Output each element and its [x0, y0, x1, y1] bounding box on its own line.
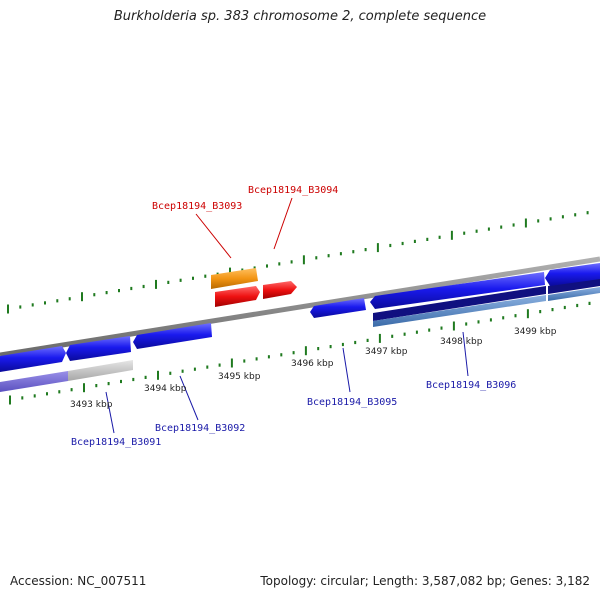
track-segment-purple[interactable] — [0, 371, 68, 392]
track-segment-silver[interactable] — [68, 360, 133, 381]
gene-arrow-b3091[interactable] — [0, 346, 66, 372]
kbp-label-3495: 3495 kbp — [218, 372, 261, 382]
gene-label-b3094[interactable]: Bcep18194_B3094 — [248, 185, 338, 196]
gene-arrow-b3095[interactable] — [310, 298, 366, 318]
map-title: Burkholderia sp. 383 chromosome 2, compl… — [113, 9, 487, 24]
track-segment-navy[interactable] — [373, 286, 546, 321]
gene-label-b3096[interactable]: Bcep18194_B3096 — [426, 380, 516, 391]
kbp-label-3499: 3499 kbp — [514, 327, 557, 337]
kbp-label-3494: 3494 kbp — [144, 384, 187, 394]
gene-arrow-b3093-red[interactable] — [215, 286, 260, 307]
callout-lines — [105, 197, 469, 434]
gene-arrow-b3094[interactable] — [263, 281, 297, 299]
track-segment-steel-2[interactable] — [548, 287, 600, 301]
track-segment-steel[interactable] — [373, 295, 546, 327]
accession-text: Accession: NC_007511 — [10, 574, 147, 588]
gene-label-b3091[interactable]: Bcep18194_B3091 — [71, 437, 161, 448]
topology-summary: Topology: circular; Length: 3,587,082 bp… — [260, 574, 590, 588]
kbp-label-3497: 3497 kbp — [365, 347, 408, 357]
gene-arrow-b3091b[interactable] — [66, 336, 131, 361]
gene-arrow-b3097[interactable] — [545, 263, 600, 286]
track-segment-navy-2[interactable] — [548, 278, 600, 294]
upper-tick-row — [7, 211, 589, 314]
gene-label-b3093[interactable]: Bcep18194_B3093 — [152, 201, 242, 212]
gene-arrow-b3093[interactable] — [211, 268, 258, 289]
gene-arrow-b3096[interactable] — [370, 272, 545, 309]
gene-label-b3095[interactable]: Bcep18194_B3095 — [307, 397, 397, 408]
kbp-label-3498: 3498 kbp — [440, 337, 483, 347]
chromosome-backbone — [0, 256, 600, 358]
kbp-label-3496: 3496 kbp — [291, 359, 334, 369]
lower-tick-row — [9, 301, 591, 405]
kbp-label-3493: 3493 kbp — [70, 400, 113, 410]
gene-arrow-b3092[interactable] — [133, 323, 212, 349]
gene-label-b3092[interactable]: Bcep18194_B3092 — [155, 423, 245, 434]
